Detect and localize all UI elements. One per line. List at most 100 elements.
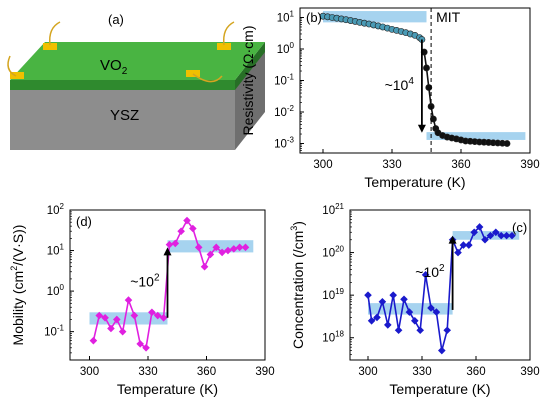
data-point <box>373 313 381 322</box>
data-point <box>130 311 139 320</box>
data-point <box>425 84 433 91</box>
substrate-side <box>235 50 265 150</box>
axes-layer: 300 330 360 390 10-3 10-2 10-1 100 101 <box>274 7 540 171</box>
substrate-label: YSZ <box>110 107 139 124</box>
data-point <box>384 321 392 329</box>
contact-pad <box>186 70 200 77</box>
data-point <box>416 326 424 335</box>
data-point <box>124 296 133 304</box>
bands <box>368 231 520 315</box>
film-side <box>235 42 265 90</box>
chart-panel-c: ~102 300 330 360 390 1018 1019 1020 1021 (c) Te… <box>289 202 540 397</box>
wire <box>192 73 223 83</box>
x-tick-label: 390 <box>520 366 539 378</box>
panel-label-d: (d) <box>76 214 92 229</box>
data-point <box>224 246 232 255</box>
data-point <box>177 227 185 236</box>
data-point <box>206 250 215 259</box>
series-line <box>92 219 246 350</box>
substrate-front <box>10 88 235 150</box>
y-axis-title: Mobility (cm2/(V·S)) <box>9 225 26 346</box>
jump-label: ~102 <box>415 263 445 280</box>
data-point <box>194 243 203 252</box>
data-point <box>107 324 115 333</box>
data-point <box>235 243 244 252</box>
x-tick-label: 330 <box>138 366 157 378</box>
arrow-head <box>448 235 457 244</box>
series-layer <box>364 223 516 355</box>
data-point <box>475 223 484 231</box>
series-layer <box>319 12 511 147</box>
x-axis-title: Temperature (K) <box>364 174 465 190</box>
x-tick-label: 360 <box>451 159 470 171</box>
series-layer <box>89 216 250 352</box>
arrow-head <box>163 247 172 256</box>
data-point <box>454 248 462 257</box>
wire <box>48 21 61 46</box>
arrow-head <box>417 124 426 133</box>
data-point <box>148 308 156 317</box>
x-tick-label: 330 <box>412 366 431 378</box>
panel-label-a: (a) <box>108 12 124 27</box>
data-point <box>389 291 397 299</box>
data-point <box>113 315 121 324</box>
data-point <box>165 240 174 249</box>
x-axis-title: Temperature (K) <box>389 381 490 397</box>
data-point <box>497 231 505 240</box>
data-point <box>89 336 98 345</box>
chart-panel-d: ~102 300 330 360 390 10-1 100 101 102 (d) Tempe… <box>9 202 275 397</box>
data-point <box>508 231 516 240</box>
x-tick-label: 390 <box>520 159 539 171</box>
contact-pad <box>43 43 57 50</box>
data-point <box>378 297 387 306</box>
data-point <box>481 235 489 244</box>
data-point <box>171 239 180 248</box>
y-axis-title: Concentration (/cm3) <box>289 221 306 349</box>
data-point <box>159 313 168 322</box>
data-point <box>492 228 500 237</box>
data-point <box>95 311 104 320</box>
y-tick-label: 1020 <box>322 245 344 260</box>
data-point <box>367 316 376 325</box>
contact-pad <box>10 72 24 79</box>
y-tick-label: 1021 <box>322 202 344 217</box>
data-point <box>465 241 473 249</box>
y-tick-label: 1018 <box>322 330 344 345</box>
chart-panel-b: MIT ~104 300 330 360 390 10-3 10-2 10-1 100 101 (… <box>240 7 540 190</box>
data-point <box>421 271 430 279</box>
highlight-band <box>426 132 526 140</box>
data-point <box>486 231 495 240</box>
overlay-layer: ~102 <box>415 235 457 310</box>
wire <box>222 21 235 46</box>
data-point <box>400 295 408 304</box>
data-point <box>218 248 226 257</box>
y-tick-label: 101 <box>47 243 65 258</box>
y-axis-title: Resistivity (Ω·cm) <box>240 25 256 135</box>
highlight-band <box>323 11 427 23</box>
y-tick-label: 10-2 <box>274 104 294 119</box>
y-tick-label: 10-1 <box>44 324 64 339</box>
data-point <box>200 262 209 271</box>
data-point <box>183 216 191 225</box>
data-point <box>503 140 511 147</box>
data-point <box>427 304 435 312</box>
plot-frame <box>69 209 266 361</box>
data-point <box>364 291 372 299</box>
film-label: VO2 <box>100 57 128 77</box>
y-tick-label: 100 <box>277 41 295 56</box>
data-point <box>153 311 162 320</box>
series-line <box>367 225 512 351</box>
highlight-band <box>452 231 520 240</box>
y-tick-label: 100 <box>47 283 65 298</box>
x-tick-label: 300 <box>358 366 377 378</box>
data-point <box>118 327 127 336</box>
data-point <box>405 308 414 316</box>
overlay-layer: ~102 <box>130 247 172 318</box>
data-point <box>432 308 441 316</box>
panel-label-b: (b) <box>306 10 322 25</box>
data-point <box>230 245 238 253</box>
data-point <box>394 326 403 335</box>
bands <box>323 11 526 140</box>
y-tick-label: 101 <box>277 9 295 24</box>
mit-label: MIT <box>436 9 461 25</box>
